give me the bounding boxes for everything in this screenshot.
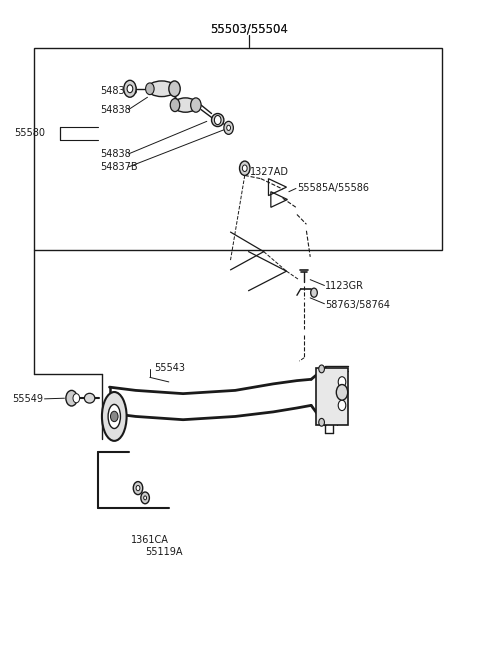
Circle shape	[66, 390, 77, 406]
Circle shape	[170, 99, 180, 112]
Ellipse shape	[212, 114, 224, 127]
Circle shape	[242, 165, 247, 171]
Circle shape	[133, 482, 143, 495]
Circle shape	[191, 98, 201, 112]
Text: 58763/58764: 58763/58764	[325, 300, 390, 310]
Circle shape	[215, 116, 221, 125]
Ellipse shape	[174, 98, 197, 112]
Text: 55580: 55580	[14, 128, 46, 138]
Circle shape	[141, 492, 149, 504]
Circle shape	[169, 81, 180, 97]
Text: 55503/55504: 55503/55504	[211, 22, 288, 35]
Circle shape	[338, 400, 346, 411]
Text: 54837B: 54837B	[100, 85, 138, 96]
Text: 55543: 55543	[155, 363, 186, 373]
Circle shape	[73, 394, 80, 403]
Circle shape	[311, 288, 317, 297]
Circle shape	[124, 80, 136, 97]
Ellipse shape	[147, 81, 176, 97]
Circle shape	[338, 376, 346, 387]
Circle shape	[127, 85, 133, 93]
Circle shape	[145, 83, 154, 95]
Text: 1361CA: 1361CA	[131, 535, 169, 545]
Circle shape	[136, 486, 140, 491]
Circle shape	[110, 411, 118, 422]
Bar	[34, 49, 442, 250]
Bar	[316, 367, 348, 425]
Text: 55585A/55586: 55585A/55586	[297, 183, 369, 193]
Ellipse shape	[84, 394, 95, 403]
Text: 1123GR: 1123GR	[325, 281, 364, 291]
Circle shape	[336, 384, 348, 400]
Circle shape	[224, 122, 233, 135]
Text: 54838: 54838	[100, 149, 131, 159]
Text: 55503/55504: 55503/55504	[211, 22, 288, 35]
Circle shape	[319, 419, 324, 426]
Text: 54837B: 54837B	[100, 162, 138, 172]
Text: 1327AD: 1327AD	[250, 167, 288, 177]
Text: 54838: 54838	[100, 104, 131, 114]
Circle shape	[144, 496, 146, 500]
Circle shape	[227, 125, 230, 131]
Circle shape	[240, 161, 250, 175]
Circle shape	[319, 365, 324, 373]
Text: 55119A: 55119A	[145, 547, 183, 556]
Ellipse shape	[108, 405, 120, 428]
Ellipse shape	[102, 392, 127, 441]
Text: 55549: 55549	[12, 394, 43, 404]
